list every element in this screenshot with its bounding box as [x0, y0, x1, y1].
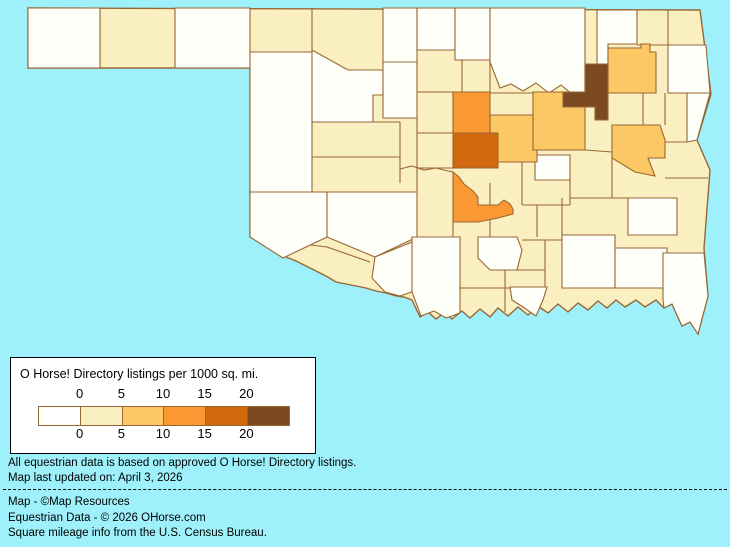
legend-tick-label: 5	[117, 386, 125, 401]
county-jefferson	[509, 286, 548, 317]
county-atoka	[561, 234, 616, 289]
legend-title: O Horse! Directory listings per 1000 sq.…	[20, 367, 259, 381]
legend-swatch	[79, 407, 122, 425]
county-border-line	[584, 149, 613, 153]
county-grant	[416, 7, 456, 51]
footer-last-updated: Map last updated on: April 3, 2026	[8, 472, 183, 484]
legend-tick-label: 20	[239, 426, 254, 441]
legend-swatch	[205, 407, 248, 425]
county-ellis-woodward	[249, 51, 313, 193]
legend-tick-label: 20	[239, 386, 254, 401]
county-blaine	[452, 91, 491, 134]
county-comanche-cotton	[411, 236, 461, 319]
county-oklahoma	[534, 154, 571, 181]
legend-tick-label: 15	[197, 386, 212, 401]
county-adair	[686, 92, 711, 143]
footer-census-credit: Square mileage info from the U.S. Census…	[8, 527, 267, 539]
county-woodward-south	[311, 49, 384, 123]
legend-swatch	[163, 407, 206, 425]
county-cimarron	[27, 7, 101, 69]
legend-box: O Horse! Directory listings per 1000 sq.…	[10, 357, 316, 454]
legend-swatch	[247, 407, 289, 425]
county-kiowa	[326, 191, 418, 258]
legend-color-bar	[38, 406, 290, 426]
footer-map-credit: Map - ©Map Resources	[8, 496, 130, 508]
legend-swatch	[121, 407, 164, 425]
legend-tick-label: 15	[197, 426, 212, 441]
county-major	[382, 61, 418, 119]
county-kay	[454, 7, 491, 61]
county-rogers	[607, 43, 657, 94]
county-haskell	[627, 197, 678, 236]
county-osage	[489, 7, 586, 95]
legend-swatch	[39, 407, 80, 425]
county-beaver	[174, 7, 251, 69]
footer-equestrian-data-credit: Equestrian Data - © 2026 OHorse.com	[8, 511, 206, 524]
county-canadian	[452, 132, 499, 169]
county-alfalfa	[382, 7, 418, 63]
legend-tick-label: 0	[76, 386, 84, 401]
footer-data-disclaimer: All equestrian data is based on approved…	[8, 457, 357, 469]
county-pushmataha	[614, 247, 668, 289]
county-caddo	[452, 170, 514, 223]
legend-tick-label: 10	[155, 386, 171, 401]
county-greer-beckham	[249, 191, 328, 259]
county-tulsa	[562, 63, 609, 121]
county-delaware	[667, 44, 711, 94]
legend-tick-label: 0	[76, 426, 84, 441]
county-murray	[477, 236, 523, 271]
legend-tick-label: 5	[117, 426, 125, 441]
county-muskogee	[611, 124, 666, 177]
legend-tick-label: 10	[155, 426, 171, 441]
county-mccurtain	[662, 252, 709, 336]
county-border-line	[399, 165, 454, 173]
dashed-divider	[3, 489, 727, 490]
